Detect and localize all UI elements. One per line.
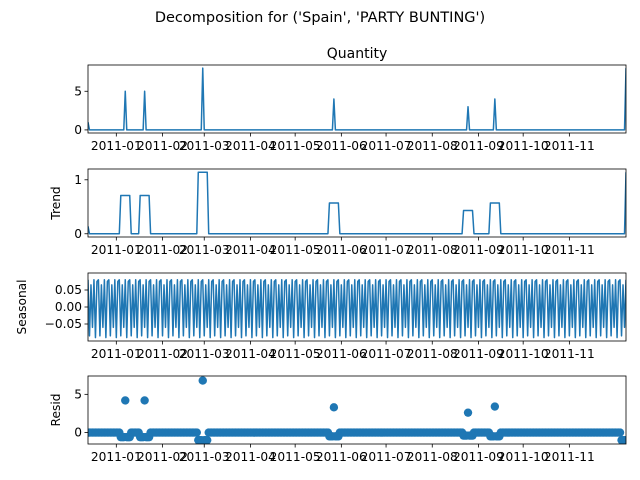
observed-xtick-label: 2011-07	[361, 139, 412, 153]
panel-seasonal: 0.050.00−0.052011-012011-022011-032011-0…	[15, 272, 627, 361]
resid-point	[203, 435, 212, 444]
seasonal-xtick-label: 2011-02	[137, 347, 188, 361]
seasonal-xtick-label: 2011-07	[361, 347, 412, 361]
resid-point	[490, 402, 500, 411]
trend-xtick-label: 2011-11	[544, 243, 595, 257]
seasonal-xtick-label: 2011-11	[544, 347, 595, 361]
observed-data	[88, 67, 626, 131]
observed-line	[88, 67, 626, 131]
resid-xtick-label: 2011-04	[225, 450, 276, 464]
observed-title: Quantity	[327, 46, 388, 62]
seasonal-ylabel: Seasonal	[15, 279, 29, 334]
trend-xtick-label: 2011-10	[498, 243, 549, 257]
seasonal-xtick-label: 2011-03	[179, 347, 230, 361]
resid-point	[140, 396, 149, 405]
resid-point	[198, 376, 207, 385]
resid-ytick-label: 0	[74, 426, 82, 440]
resid-point	[463, 408, 473, 417]
panel-observed: 052011-012011-022011-032011-042011-05201…	[74, 46, 627, 153]
observed-xtick-label: 2011-10	[498, 139, 549, 153]
resid-ytick-label: 5	[74, 387, 82, 401]
resid-xtick-label: 2011-02	[137, 450, 188, 464]
observed-xtick-label: 2011-11	[544, 139, 595, 153]
resid-point	[329, 403, 339, 412]
panel-resid: 052011-012011-022011-032011-042011-05201…	[49, 375, 627, 464]
resid-data	[88, 376, 626, 444]
resid-point	[192, 428, 201, 437]
seasonal-xtick-label: 2011-04	[225, 347, 276, 361]
seasonal-ytick-label: 0.00	[55, 300, 82, 314]
trend-xtick-label: 2011-06	[316, 243, 367, 257]
observed-xtick-label: 2011-03	[179, 139, 230, 153]
observed-xtick-label: 2011-09	[453, 139, 504, 153]
observed-xtick-label: 2011-04	[225, 139, 276, 153]
observed-ytick-label: 0	[74, 123, 82, 137]
trend-xtick-label: 2011-05	[270, 243, 321, 257]
seasonal-xtick-label: 2011-05	[270, 347, 321, 361]
trend-xtick-label: 2011-04	[225, 243, 276, 257]
trend-xtick-label: 2011-01	[91, 243, 142, 257]
observed-xtick-label: 2011-06	[316, 139, 367, 153]
observed-xtick-label: 2011-05	[270, 139, 321, 153]
seasonal-xtick-label: 2011-08	[407, 347, 458, 361]
trend-axes-frame	[87, 168, 627, 238]
seasonal-xtick-label: 2011-01	[91, 347, 142, 361]
resid-point	[121, 396, 130, 405]
trend-data	[88, 171, 626, 235]
resid-point	[615, 428, 625, 437]
resid-axes-frame	[87, 375, 627, 445]
observed-xtick-label: 2011-08	[407, 139, 458, 153]
trend-xtick-label: 2011-02	[137, 243, 188, 257]
resid-xtick-label: 2011-08	[407, 450, 458, 464]
panel-trend: 012011-012011-022011-032011-042011-05201…	[49, 168, 627, 257]
resid-xtick-label: 2011-05	[270, 450, 321, 464]
resid-xtick-label: 2011-09	[453, 450, 504, 464]
observed-xtick-label: 2011-01	[91, 139, 142, 153]
resid-xtick-label: 2011-07	[361, 450, 412, 464]
resid-xtick-label: 2011-11	[544, 450, 595, 464]
observed-ytick-label: 5	[74, 84, 82, 98]
seasonal-line	[88, 279, 626, 339]
seasonal-data	[88, 279, 626, 339]
resid-ylabel: Resid	[49, 394, 63, 427]
trend-line	[88, 171, 626, 235]
resid-point	[621, 435, 626, 444]
resid-xtick-label: 2011-03	[179, 450, 230, 464]
trend-xtick-label: 2011-08	[407, 243, 458, 257]
seasonal-ytick-label: −0.05	[45, 317, 82, 331]
resid-xtick-label: 2011-10	[498, 450, 549, 464]
trend-xtick-label: 2011-07	[361, 243, 412, 257]
trend-xtick-label: 2011-09	[453, 243, 504, 257]
resid-xtick-label: 2011-01	[91, 450, 142, 464]
resid-xtick-label: 2011-06	[316, 450, 367, 464]
seasonal-ytick-label: 0.05	[55, 283, 82, 297]
seasonal-xtick-label: 2011-09	[453, 347, 504, 361]
trend-ytick-label: 0	[74, 227, 82, 241]
figure-suptitle: Decomposition for ('Spain', 'PARTY BUNTI…	[155, 10, 485, 26]
observed-axes-frame	[87, 64, 627, 134]
trend-xtick-label: 2011-03	[179, 243, 230, 257]
seasonal-xtick-label: 2011-06	[316, 347, 367, 361]
observed-xtick-label: 2011-02	[137, 139, 188, 153]
trend-ylabel: Trend	[49, 186, 63, 220]
trend-ytick-label: 1	[74, 173, 82, 187]
panels-group: 052011-012011-022011-032011-042011-05201…	[15, 46, 627, 464]
seasonal-xtick-label: 2011-10	[498, 347, 549, 361]
